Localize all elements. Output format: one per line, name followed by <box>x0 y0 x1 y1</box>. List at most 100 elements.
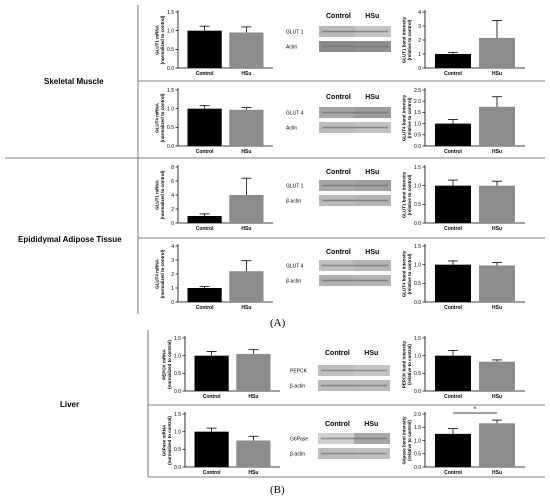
at_glut1_blot-header-hsu: HSu <box>365 169 379 176</box>
at_glut4_band-y-tick-label-3: 1.5 <box>414 244 421 250</box>
sm_glut1_band-category-label-0: Control <box>444 71 462 77</box>
at_glut4_mrna-y-axis-label: GLUT4 mRNA(normalized to control) <box>155 249 166 298</box>
sm_glut4_mrna-y-tick-label-3: 1.5 <box>167 88 174 94</box>
lv_g6pase_mrna-category-label-1: HSu <box>248 470 258 476</box>
lv_g6pase_mrna-bar-control <box>194 431 229 467</box>
sm_glut1_mrna-category-label-0: Control <box>196 71 214 77</box>
sm_glut4_band-category-label-1: HSu <box>492 149 502 155</box>
sm_glut1_band-y-tick-label-2: 2 <box>418 38 421 44</box>
at_glut4_mrna-y-axis-label-line1: GLUT4 mRNA <box>155 258 160 289</box>
at_glut1_blot-row-label-0: GLUT 1 <box>286 184 304 190</box>
lv_pepck_band-y-tick-label-3: 1.5 <box>414 336 421 342</box>
lv_pepck_band-bar-control <box>435 355 471 391</box>
sm_glut1_band-bar-hsu <box>479 37 515 68</box>
sm_glut1_mrna-bar-control <box>187 30 222 69</box>
sm_glut4_blot-row-label-1: Actin <box>286 126 297 132</box>
lv_g6pase_band-y-tick-label-0: 0.0 <box>414 465 421 471</box>
lv_pepck_mrna-y-axis-label: PEPCK mRNA(normalized to control) <box>162 340 173 389</box>
sm_glut4_mrna-y-axis-label-line1: GLUT4 mRNA <box>155 102 160 133</box>
sm_glut1_band-y-tick-label-3: 3 <box>418 24 421 30</box>
at_glut1_mrna-category-label-0: Control <box>196 226 214 232</box>
sm_glut1_mrna-y-tick-label-0: 0.0 <box>167 66 174 72</box>
lv_g6pase_band-y-tick-label-1: 0.5 <box>414 452 421 458</box>
lv_g6pase_band-y-tick-label-4: 2.0 <box>414 412 421 418</box>
lv_g6pase_band-y-tick-label-2: 1.0 <box>414 438 421 444</box>
lv_pepck_band-y-axis-label-line1: PEPCK band intensity <box>402 340 407 388</box>
at_glut4_mrna-bar-control <box>187 288 222 302</box>
sm_glut1_band-y-tick-label-4: 4 <box>418 10 421 16</box>
sm_glut1_band-category-label-1: HSu <box>492 71 502 77</box>
at_glut4_mrna-y-tick-label-2: 2 <box>171 272 174 278</box>
sm_glut1_blot-row-label-1: Actin <box>286 45 297 51</box>
sm_glut1_mrna-category-label-1: HSu <box>241 71 251 77</box>
tissue-label-adipose: Epididymal Adipose Tissue <box>18 235 122 244</box>
at_glut4_band-y-tick-label-0: 0.0 <box>414 300 421 306</box>
lv_g6pase_band-bar-control <box>435 433 471 467</box>
at_glut1_mrna-bar-control <box>187 216 222 223</box>
sm_glut4_blot-row-label-0: GLUT 4 <box>286 111 304 117</box>
at_glut4_blot-header-control: Control <box>326 249 351 256</box>
at_glut1_band-y-tick-label-2: 1.0 <box>414 183 421 189</box>
at_glut4_band-category-label-0: Control <box>444 305 462 311</box>
sm_glut4_band-bar-hsu <box>479 106 515 146</box>
sm_glut4_band-y-axis-label-line1: GLUT4 band intensity <box>402 94 407 141</box>
at_glut1_mrna-y-axis-label-line2: (normalized to control) <box>160 170 165 219</box>
lv_pepck_mrna-y-axis-label-line2: (normalized to control) <box>167 340 172 389</box>
at_glut1_mrna-y-axis-label: GLUT1 mRNA(normalized to control) <box>155 170 166 219</box>
at_glut4_mrna-y-tick-label-1: 1 <box>171 286 174 292</box>
at_glut4_blot-row-label-1: β-actin <box>286 279 301 285</box>
at_glut1_band-y-axis-label: GLUT1 band intensity(relative to control… <box>402 171 413 218</box>
at_glut1_band-category-label-0: Control <box>444 226 462 232</box>
lv_pepck_mrna-y-tick-label-0: 0.0 <box>174 389 181 395</box>
lv_g6pase_blot-row-label-1: β-actin <box>290 452 305 458</box>
sm_glut4_band-y-tick-label-3: 1.5 <box>414 110 421 116</box>
sm_glut4_band-y-tick-label-4: 2.0 <box>414 99 421 105</box>
lv_pepck_band-y-tick-label-0: 0.0 <box>414 389 421 395</box>
at_glut1_mrna-bar-hsu <box>229 195 264 223</box>
sm_glut1_mrna-y-tick-label-1: 0.5 <box>167 47 174 53</box>
lv_pepck_mrna-y-tick-label-2: 1.0 <box>174 353 181 359</box>
at_glut4_mrna-category-label-1: HSu <box>241 305 251 311</box>
at_glut4_band-y-tick-label-2: 1.0 <box>414 262 421 268</box>
lv_g6pase_mrna-category-label-0: Control <box>203 470 221 476</box>
at_glut4_band-bar-control <box>435 264 471 302</box>
sm_glut4_band-y-tick-label-1: 0.5 <box>414 133 421 139</box>
sm_glut4_mrna-bar-hsu <box>229 109 264 146</box>
lv_pepck_mrna-category-label-1: HSu <box>248 394 258 400</box>
sm_glut4_mrna-category-label-1: HSu <box>241 149 251 155</box>
sm_glut4_band-y-axis-label: GLUT4 band intensity(relative to control… <box>402 94 413 141</box>
lv_g6pase_band-y-tick-label-3: 1.5 <box>414 425 421 431</box>
lv_g6pase_band-y-axis-label-line1: G6pase band intensity <box>402 416 407 465</box>
sm_glut1_blot-row-label-0: GLUT 1 <box>286 30 304 36</box>
lv_g6pase_band-category-label-1: HSu <box>492 470 502 476</box>
sm_glut4_band-y-axis-label-line2: (relative to control) <box>407 97 412 138</box>
tissue-label-liver: Liver <box>60 400 80 409</box>
lv_g6pase_band-y-axis-label: G6pase band intensity(relative to contro… <box>402 416 413 465</box>
at_glut1_mrna-y-tick-label-1: 2 <box>171 207 174 213</box>
sm_glut1_blot-header-control: Control <box>326 13 351 20</box>
lv_pepck_blot-row-label-0: PEPCK <box>290 369 308 375</box>
sm_glut1_band-y-axis-label: GLUT1 band intensity(relative to control… <box>402 16 413 63</box>
at_glut4_mrna-y-tick-label-3: 3 <box>171 258 174 264</box>
at_glut1_band-bar-hsu <box>479 185 515 223</box>
sm_glut1_band-y-axis-label-line2: (relative to control) <box>407 19 412 60</box>
at_glut4_mrna-y-axis-label-line2: (normalized to control) <box>160 249 165 298</box>
at_glut1_band-y-tick-label-1: 0.5 <box>414 202 421 208</box>
lv_g6pase_mrna-y-axis-label: G6Pase mRNA(normalized to control) <box>162 416 173 465</box>
at_glut4_blot-row-label-0: GLUT 4 <box>286 264 304 270</box>
lv_g6pase_band-y-axis-label-line2: (relative to control) <box>407 420 412 461</box>
lv_pepck_mrna-y-axis-label-line1: PEPCK mRNA <box>162 349 167 380</box>
sm_glut1_band-y-tick-label-0: 0 <box>418 66 421 72</box>
sm_glut4_band-y-tick-label-0: 0.0 <box>414 144 421 150</box>
lv_pepck_band-bar-hsu <box>479 361 515 391</box>
at_glut1_blot-header-control: Control <box>326 169 351 176</box>
lv_g6pase_mrna-y-tick-label-1: 0.5 <box>174 447 181 453</box>
sm_glut4_blot-header-control: Control <box>326 94 351 101</box>
sm_glut1_band-bar-control <box>435 54 471 68</box>
sm_glut1_blot-header-hsu: HSu <box>365 13 379 20</box>
lv_g6pase_band-bar-hsu <box>479 423 515 467</box>
lv_pepck_band-category-label-0: Control <box>444 394 462 400</box>
at_glut1_band-y-tick-label-0: 0.0 <box>414 221 421 227</box>
lv_pepck_band-category-label-1: HSu <box>492 394 502 400</box>
